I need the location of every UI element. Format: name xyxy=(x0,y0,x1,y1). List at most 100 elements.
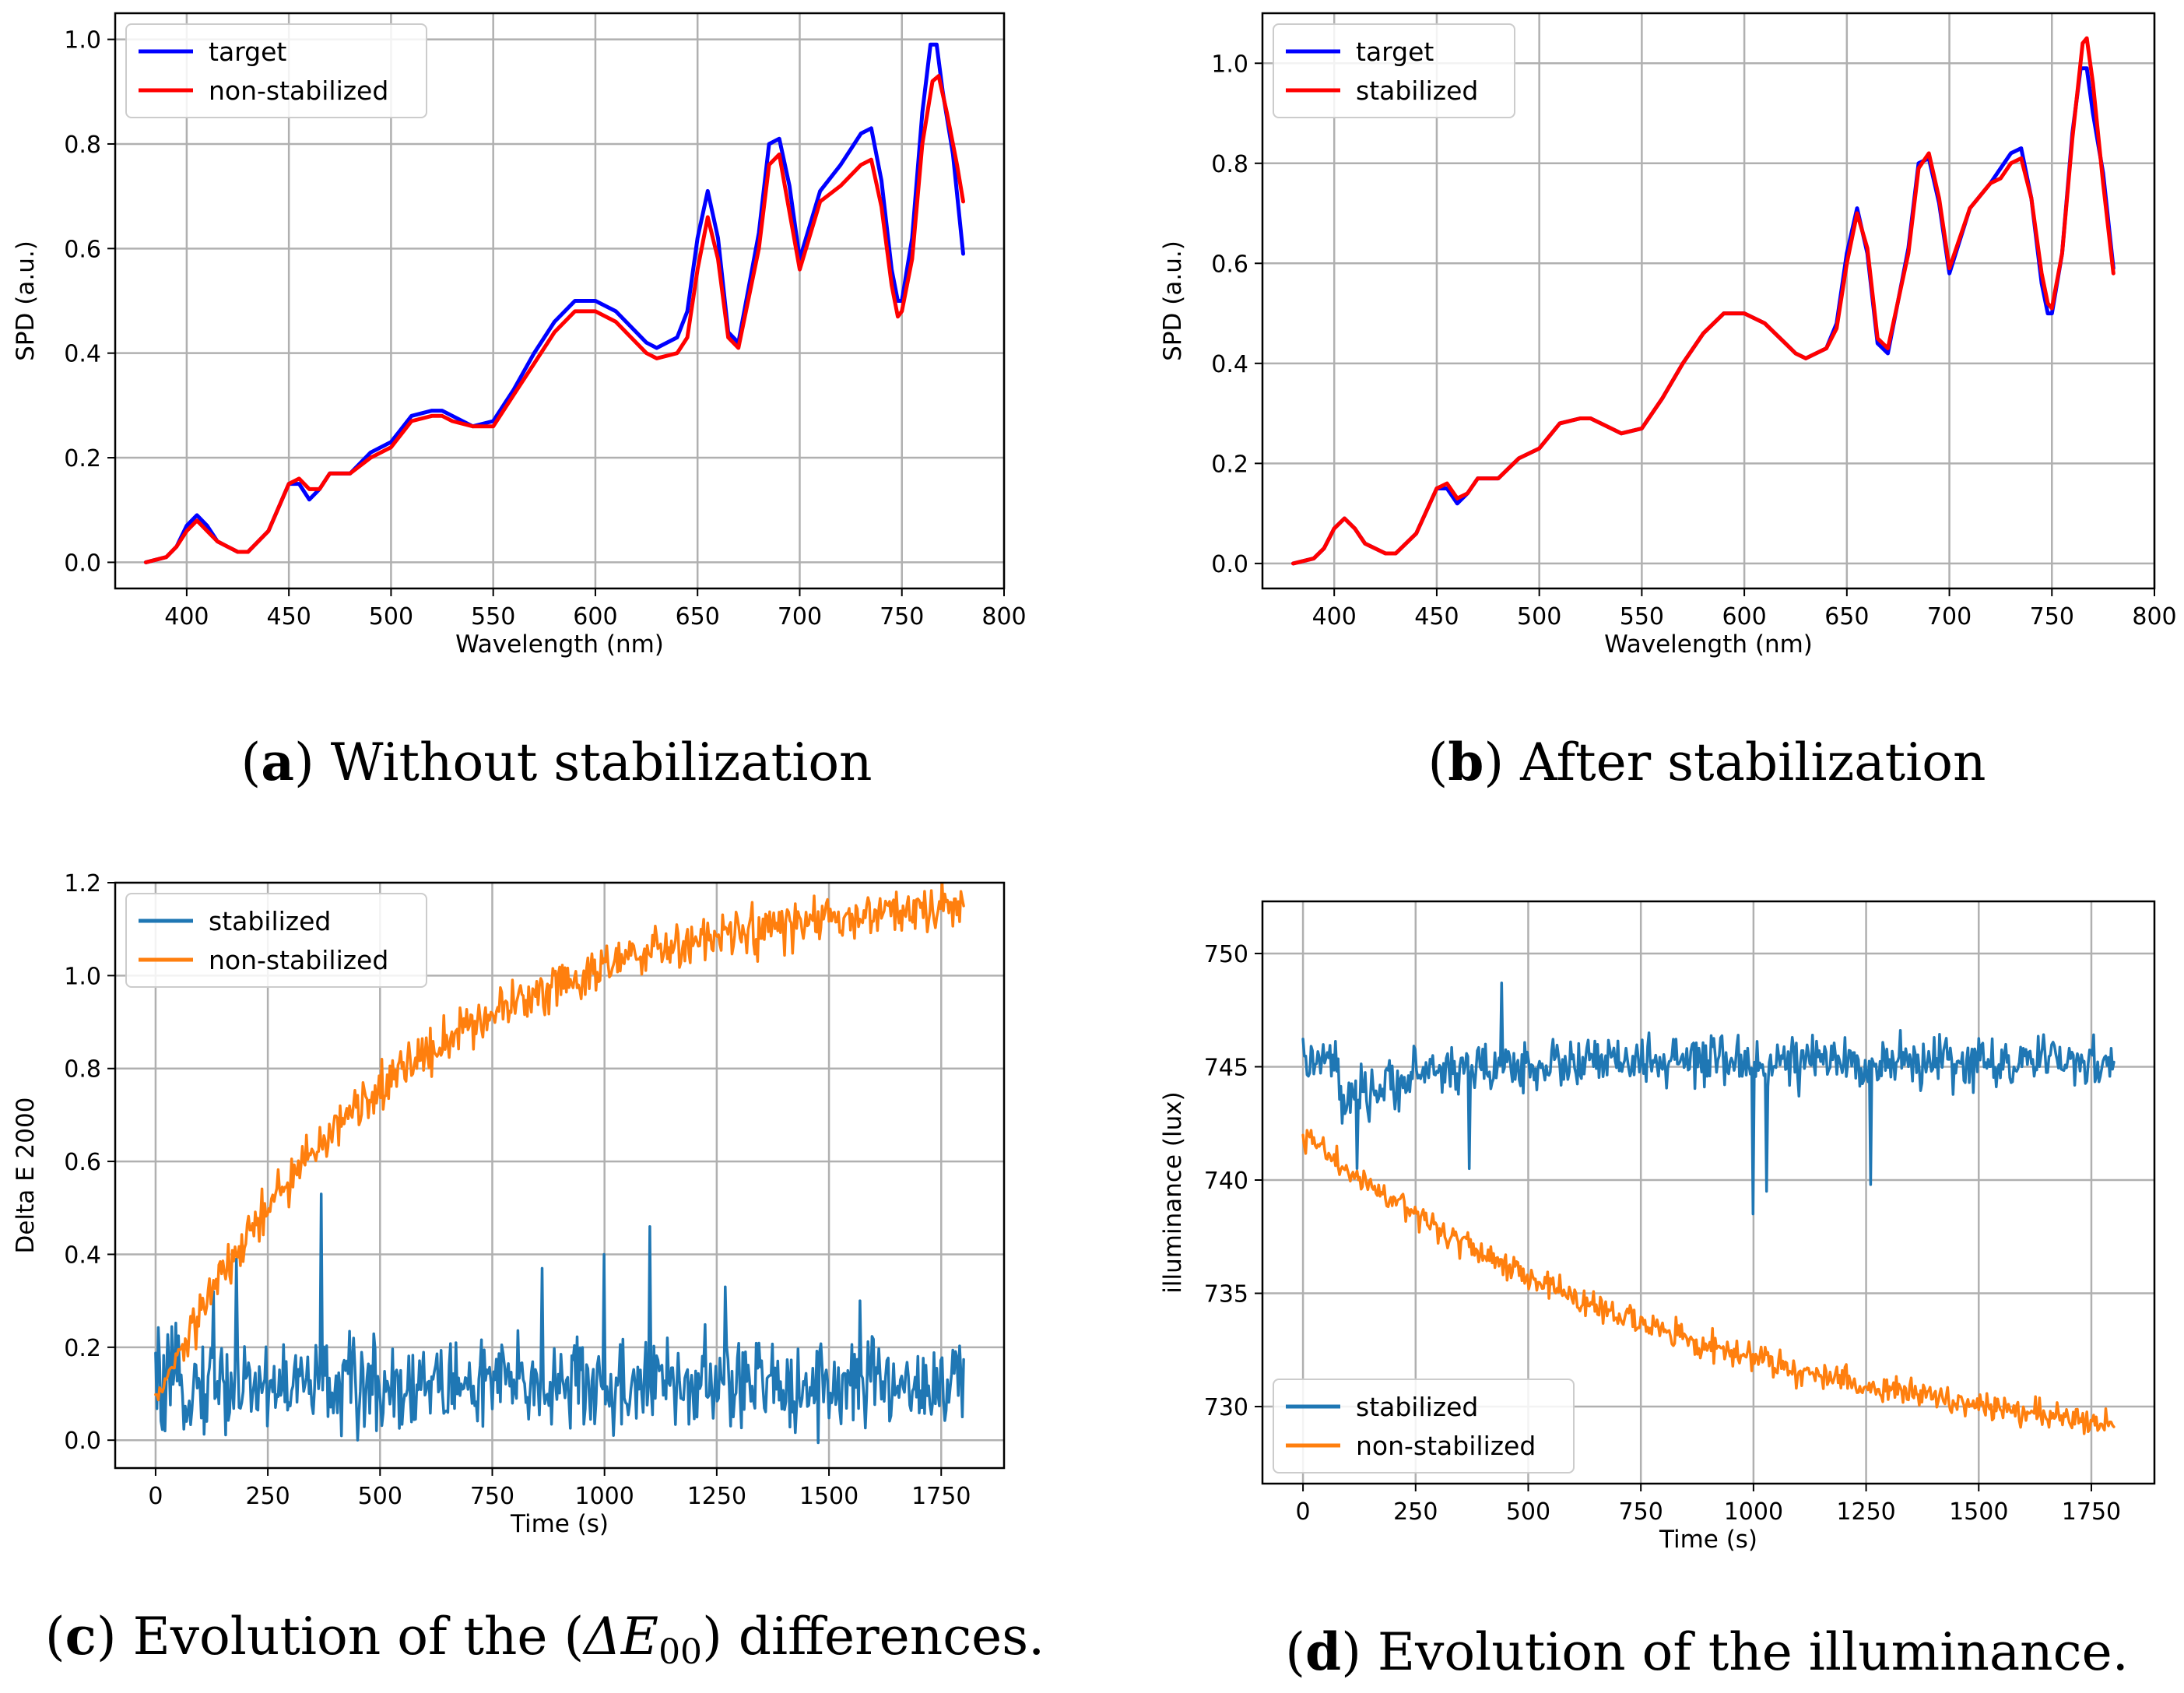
x-tick-label: 1750 xyxy=(911,1483,971,1510)
x-tick-label: 800 xyxy=(2132,603,2176,630)
plot-frame xyxy=(114,12,1006,590)
legend-label: stabilized xyxy=(1356,1392,1478,1422)
y-tick-label: 0.8 xyxy=(1211,151,1248,178)
x-tick-label: 1750 xyxy=(2062,1498,2121,1526)
y-tick-label: 0.2 xyxy=(64,445,101,472)
x-axis-label: Wavelength (nm) xyxy=(455,630,664,659)
y-tick-label: 735 xyxy=(1204,1281,1248,1308)
series-line-target xyxy=(143,42,965,564)
series-line-non-stabilized xyxy=(1301,1129,2116,1435)
y-tick-label: 1.0 xyxy=(64,27,101,54)
x-tick-label: 450 xyxy=(1414,603,1459,630)
y-tick-label: 0.8 xyxy=(64,132,101,159)
x-tick-label: 1500 xyxy=(799,1483,859,1510)
x-tick-label: 500 xyxy=(369,603,413,630)
legend-label: target xyxy=(209,37,286,67)
x-tick-label: 1000 xyxy=(574,1483,634,1510)
plot-frame xyxy=(1261,900,2156,1485)
caption-a: (a) Without stabilization xyxy=(241,732,872,792)
y-tick-label: 740 xyxy=(1204,1168,1248,1195)
x-tick-label: 1500 xyxy=(1949,1498,2008,1526)
y-tick-label: 745 xyxy=(1204,1054,1248,1081)
x-tick-label: 550 xyxy=(1620,603,1664,630)
x-axis-label: Wavelength (nm) xyxy=(1604,630,1813,659)
y-axis-label: Delta E 2000 xyxy=(12,1098,40,1254)
legend-label: non-stabilized xyxy=(209,76,388,106)
chart-c: 0 250 500 750 1000 1250 1500 1750 0.0 0.2 0.4 0.6 0.… xyxy=(12,870,1045,1672)
y-tick-label: 0.2 xyxy=(1211,451,1248,478)
series-line-stabilized xyxy=(1301,982,2116,1216)
legend-box xyxy=(1273,1379,1575,1473)
x-axis-label: Time (s) xyxy=(1659,1526,1757,1554)
legend-box xyxy=(1273,23,1515,118)
x-tick-label: 700 xyxy=(1927,603,1972,630)
y-tick-label: 0.6 xyxy=(1211,251,1248,278)
x-tick-label: 700 xyxy=(778,603,822,630)
chart-a: 400 450 500 550 600 650 700 750 800 0.0 0.2 0.4 0.6 0… xyxy=(12,12,1027,792)
y-tick-label: 0.4 xyxy=(64,341,101,368)
x-tick-label: 600 xyxy=(1722,603,1766,630)
caption-c: (c) Evolution of the (ΔE00) differences. xyxy=(45,1606,1045,1672)
x-tick-label: 750 xyxy=(880,603,924,630)
x-tick-label: 750 xyxy=(2030,603,2074,630)
y-tick-label: 0.2 xyxy=(64,1335,101,1362)
x-tick-label: 0 xyxy=(1296,1498,1311,1526)
plot-frame xyxy=(114,881,1006,1470)
chart-d: 0 250 500 750 1000 1250 1500 1750 730 735 740 745 75… xyxy=(1159,900,2156,1682)
x-tick-label: 750 xyxy=(470,1483,514,1510)
y-tick-label: 0.0 xyxy=(64,1428,101,1455)
caption-d: (d) Evolution of the illuminance. xyxy=(1285,1621,2128,1682)
y-tick-label: 0.6 xyxy=(64,236,101,263)
x-tick-label: 1250 xyxy=(1836,1498,1895,1526)
x-tick-label: 800 xyxy=(981,603,1026,630)
x-tick-label: 500 xyxy=(358,1483,402,1510)
y-tick-label: 1.2 xyxy=(64,870,101,897)
x-tick-label: 650 xyxy=(1824,603,1869,630)
series-line-stabilized xyxy=(154,1192,965,1445)
x-tick-label: 500 xyxy=(1506,1498,1550,1526)
series-line-stabilized xyxy=(1291,36,2116,566)
y-axis-label: SPD (a.u.) xyxy=(12,241,40,361)
chart-b: 400 450 500 550 600 650 700 750 800 0.0 0.2 0.4 0.6 0… xyxy=(1159,12,2177,792)
y-tick-label: 0.0 xyxy=(64,550,101,577)
y-tick-label: 1.0 xyxy=(1211,51,1248,78)
y-tick-label: 0.4 xyxy=(64,1242,101,1269)
y-tick-label: 0.6 xyxy=(64,1149,101,1176)
y-tick-label: 750 xyxy=(1204,941,1248,968)
x-tick-label: 450 xyxy=(267,603,311,630)
legend-box xyxy=(125,893,427,988)
x-tick-label: 250 xyxy=(245,1483,290,1510)
x-tick-label: 650 xyxy=(676,603,720,630)
legend: stabilized non-stabilized xyxy=(1273,1379,1575,1473)
x-axis-label: Time (s) xyxy=(510,1510,609,1538)
x-tick-label: 1250 xyxy=(687,1483,746,1510)
y-axis-label: illuminance (lux) xyxy=(1159,1091,1187,1293)
legend: target non-stabilized xyxy=(125,23,427,118)
x-tick-label: 400 xyxy=(1312,603,1357,630)
x-tick-label: 250 xyxy=(1393,1498,1438,1526)
legend-label: stabilized xyxy=(209,906,331,936)
plot-frame xyxy=(1261,12,2156,590)
y-tick-label: 0.0 xyxy=(1211,551,1248,578)
series-line-target xyxy=(1291,66,2116,566)
x-tick-label: 750 xyxy=(1619,1498,1663,1526)
series-line-non-stabilized xyxy=(143,74,965,564)
series-line-non-stabilized xyxy=(154,883,965,1402)
legend: stabilized non-stabilized xyxy=(125,893,427,988)
y-axis-label: SPD (a.u.) xyxy=(1159,241,1187,361)
x-tick-label: 0 xyxy=(148,1483,163,1510)
legend-label: target xyxy=(1356,37,1434,67)
x-tick-label: 600 xyxy=(573,603,617,630)
legend-label: non-stabilized xyxy=(1356,1431,1536,1461)
x-tick-label: 1000 xyxy=(1724,1498,1783,1526)
legend: target stabilized xyxy=(1273,23,1515,118)
y-tick-label: 1.0 xyxy=(64,963,101,990)
legend-label: stabilized xyxy=(1356,76,1478,106)
y-tick-label: 0.4 xyxy=(1211,351,1248,378)
legend-box xyxy=(125,23,427,118)
x-tick-label: 500 xyxy=(1517,603,1561,630)
y-tick-label: 730 xyxy=(1204,1394,1248,1421)
y-tick-label: 0.8 xyxy=(64,1056,101,1084)
x-tick-label: 550 xyxy=(471,603,515,630)
